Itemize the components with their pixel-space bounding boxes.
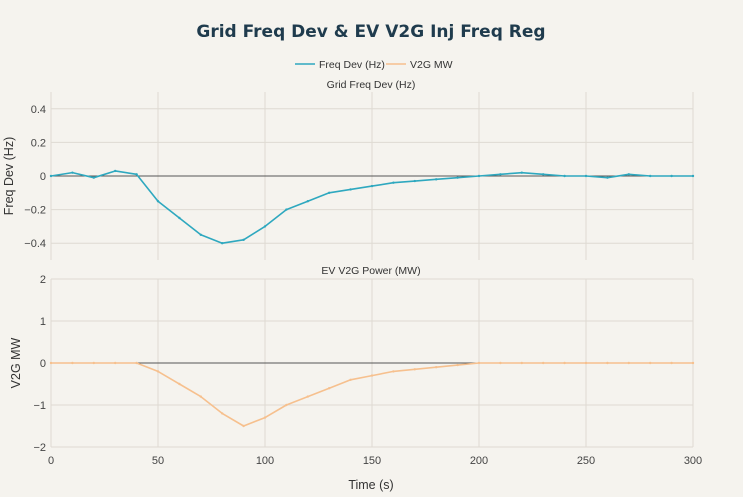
data-point-freq-dev [49, 174, 53, 178]
data-point-v2g [413, 368, 416, 371]
y-tick-label: 1 [40, 316, 46, 328]
x-tick-label: 300 [684, 455, 702, 467]
data-point-freq-dev [221, 242, 224, 245]
data-point-v2g [627, 361, 630, 365]
data-point-v2g [370, 374, 374, 377]
data-point-v2g [456, 363, 459, 367]
y-tick-label: 0 [40, 171, 46, 183]
x-tick-label: 100 [256, 455, 274, 467]
legend-label-v2g: V2G MW [410, 59, 453, 71]
data-point-freq-dev [649, 174, 652, 178]
data-point-freq-dev [499, 173, 502, 176]
y-tick-label: 2 [40, 274, 46, 286]
data-point-v2g [477, 361, 481, 365]
data-point-v2g [328, 387, 331, 390]
data-point-freq-dev [263, 225, 267, 228]
data-point-v2g [691, 361, 695, 365]
data-point-freq-dev [114, 169, 117, 173]
data-point-v2g [499, 361, 502, 365]
data-point-v2g [435, 366, 438, 369]
data-point-freq-dev [285, 208, 288, 211]
subplot-title-v2g: EV V2G Power (MW) [321, 265, 420, 277]
data-point-v2g [306, 395, 309, 398]
series-layer [49, 169, 695, 428]
data-point-v2g [242, 424, 245, 428]
data-point-v2g [584, 361, 588, 365]
y-tick-label: −0.2 [24, 205, 46, 217]
data-point-freq-dev [370, 184, 374, 188]
data-point-v2g [263, 416, 267, 419]
data-point-freq-dev [606, 176, 609, 179]
y-tick-label: −2 [33, 442, 46, 454]
data-point-freq-dev [71, 171, 74, 174]
data-point-v2g [520, 361, 523, 365]
y-tick-label: 0.2 [31, 137, 46, 149]
y-tick-label: 0 [40, 358, 46, 370]
data-point-freq-dev [627, 173, 630, 176]
x-tick-label: 200 [470, 455, 488, 467]
subplot-title-freq: Grid Freq Dev (Hz) [327, 79, 416, 91]
data-point-freq-dev [306, 200, 309, 203]
data-point-v2g [670, 361, 673, 365]
data-point-v2g [285, 403, 288, 407]
data-point-v2g [178, 382, 181, 386]
data-point-freq-dev [135, 173, 138, 176]
data-point-v2g [135, 361, 138, 365]
data-point-freq-dev [542, 173, 545, 176]
data-point-freq-dev [691, 174, 695, 178]
data-point-freq-dev [456, 176, 459, 179]
data-point-v2g [606, 361, 609, 365]
x-axis-title: Time (s) [348, 478, 393, 492]
legend-label-freq-dev: Freq Dev (Hz) [319, 59, 385, 71]
data-point-v2g [71, 361, 74, 365]
data-point-freq-dev [520, 171, 523, 174]
data-point-v2g [563, 361, 566, 365]
data-point-v2g [156, 370, 160, 373]
data-point-v2g [542, 361, 545, 365]
y-tick-label: −1 [33, 400, 46, 412]
data-point-freq-dev [563, 174, 566, 178]
data-point-v2g [92, 361, 96, 365]
data-point-v2g [114, 361, 117, 365]
x-tick-label: 150 [363, 455, 381, 467]
data-point-freq-dev [670, 174, 673, 178]
x-tick-label: 250 [577, 455, 595, 467]
data-point-freq-dev [242, 238, 245, 242]
data-point-freq-dev [413, 179, 416, 183]
x-tick-label: 50 [152, 455, 164, 467]
data-point-v2g [649, 361, 652, 365]
data-point-freq-dev [349, 188, 352, 191]
data-point-v2g [392, 370, 395, 373]
data-point-freq-dev [392, 181, 395, 184]
y-axis-title-v2g: V2G MW [9, 337, 23, 388]
data-point-freq-dev [156, 200, 160, 203]
data-point-v2g [199, 395, 202, 398]
data-point-v2g [349, 378, 352, 381]
legend: Freq Dev (Hz) V2G MW [295, 59, 453, 71]
data-point-v2g [221, 412, 224, 415]
y-tick-label: −0.4 [24, 238, 46, 250]
data-point-freq-dev [328, 191, 331, 194]
chart-title: Grid Freq Dev & EV V2G Inj Freq Reg [196, 22, 545, 42]
data-point-freq-dev [178, 216, 181, 220]
data-point-freq-dev [477, 174, 481, 178]
data-point-v2g [49, 361, 53, 365]
x-tick-label: 0 [48, 455, 54, 467]
data-point-freq-dev [92, 176, 96, 179]
y-tick-label: 0.4 [31, 104, 46, 116]
data-point-freq-dev [584, 174, 588, 178]
data-point-freq-dev [435, 178, 438, 181]
y-axis-title-freq: Freq Dev (Hz) [2, 137, 16, 215]
data-point-freq-dev [199, 233, 202, 236]
grid-layer [50, 92, 694, 448]
